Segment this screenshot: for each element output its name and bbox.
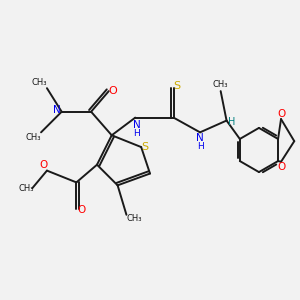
Text: N: N [196, 133, 204, 143]
Text: CH₃: CH₃ [213, 80, 228, 89]
Text: CH₃: CH₃ [26, 133, 41, 142]
Text: N: N [133, 120, 141, 130]
Text: S: S [173, 81, 181, 91]
Text: CH₃: CH₃ [19, 184, 34, 193]
Text: O: O [39, 160, 47, 170]
Text: CH₃: CH₃ [32, 78, 47, 87]
Text: S: S [141, 142, 148, 152]
Text: O: O [277, 109, 285, 119]
Text: H: H [228, 117, 236, 127]
Text: O: O [78, 206, 86, 215]
Text: N: N [53, 105, 61, 115]
Text: O: O [277, 162, 285, 172]
Text: H: H [134, 129, 140, 138]
Text: CH₃: CH₃ [126, 214, 142, 223]
Text: H: H [197, 142, 203, 151]
Text: O: O [108, 86, 117, 96]
